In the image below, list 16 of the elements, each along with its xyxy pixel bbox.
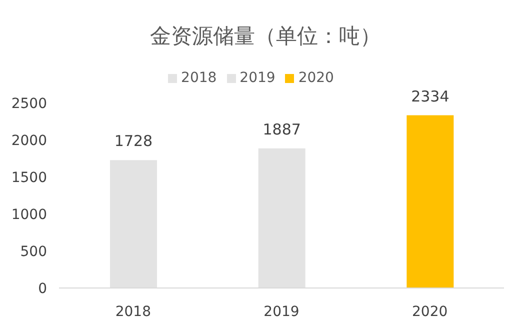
y-tick-label: 500 [20,244,47,260]
y-tick-label: 2000 [11,132,47,149]
y-tick-label: 2500 [11,96,47,112]
x-tick-label: 2019 [264,304,300,320]
y-tick-label: 1500 [11,170,47,186]
chart-title: 金资源储量（单位：吨） [149,23,382,50]
y-tick-label: 0 [38,280,47,297]
data-label: 1887 [262,120,301,138]
data-label: 1728 [114,132,153,150]
legend-label: 2018 [181,70,217,86]
data-label: 2334 [411,87,450,106]
legend-label: 2019 [240,70,276,86]
x-tick-label: 2018 [115,304,151,320]
x-tick-label: 2020 [412,304,448,320]
y-tick-label: 1000 [11,206,47,223]
legend-label: 2020 [298,70,334,86]
